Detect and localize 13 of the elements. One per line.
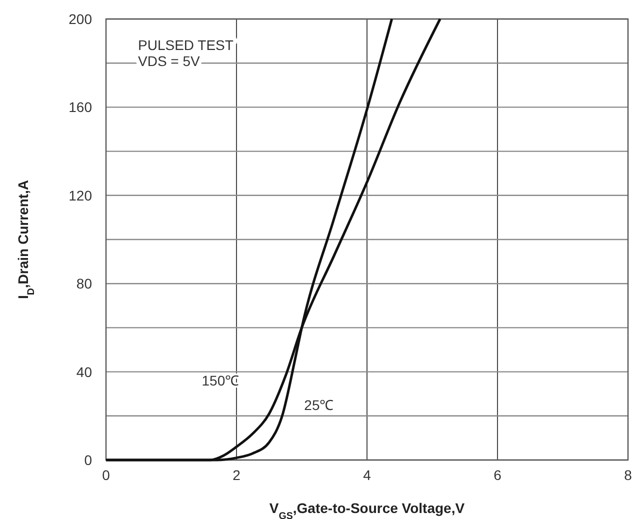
x-tick-label: 0: [102, 467, 110, 483]
y-tick-label: 0: [84, 452, 92, 468]
y-tick-label: 160: [68, 99, 92, 116]
x-tick-label: 2: [232, 467, 241, 483]
x-tick-label: 4: [363, 467, 372, 483]
series-label: 25℃: [304, 396, 334, 413]
y-tick-label: 40: [76, 364, 92, 380]
y-tick-label: 200: [68, 11, 92, 27]
x-tick-label: 6: [494, 467, 502, 483]
y-tick-label: 120: [68, 187, 92, 204]
x-tick-label: 8: [624, 467, 632, 483]
x-axis-title: V$_{GS}$,Gate-to-Source Voltage,V: [269, 500, 466, 519]
y-tick-label: 80: [76, 276, 92, 292]
